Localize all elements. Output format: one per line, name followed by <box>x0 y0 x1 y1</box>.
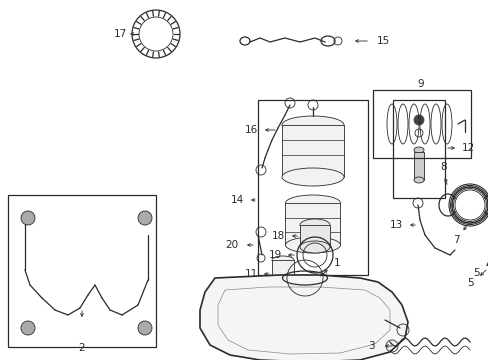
Ellipse shape <box>282 168 343 186</box>
Text: 18: 18 <box>271 231 284 241</box>
Bar <box>282 125 343 177</box>
Ellipse shape <box>299 219 329 231</box>
Ellipse shape <box>282 116 343 134</box>
Circle shape <box>138 321 152 335</box>
Text: 5: 5 <box>473 268 479 278</box>
Text: 2: 2 <box>79 343 85 353</box>
Bar <box>299 225 329 247</box>
Bar <box>413 152 423 180</box>
Bar <box>8 195 156 347</box>
Text: 14: 14 <box>230 195 243 205</box>
Circle shape <box>21 321 35 335</box>
Text: 1: 1 <box>333 258 340 268</box>
Text: 20: 20 <box>225 240 238 250</box>
Text: 17: 17 <box>113 29 126 39</box>
Text: 3: 3 <box>367 341 373 351</box>
Ellipse shape <box>271 284 293 292</box>
Ellipse shape <box>413 177 423 183</box>
Ellipse shape <box>299 241 329 253</box>
Ellipse shape <box>413 147 423 153</box>
Text: 19: 19 <box>268 250 281 260</box>
Text: 7: 7 <box>452 235 458 245</box>
Bar <box>258 100 367 275</box>
Text: 12: 12 <box>461 143 474 153</box>
Text: 15: 15 <box>376 36 389 46</box>
Text: 11: 11 <box>244 269 257 279</box>
Circle shape <box>138 211 152 225</box>
Bar <box>285 203 339 245</box>
Bar <box>392 100 444 198</box>
Text: 13: 13 <box>388 220 402 230</box>
Text: 8: 8 <box>440 162 447 172</box>
Bar <box>372 90 470 158</box>
Text: 16: 16 <box>244 125 257 135</box>
Text: 5: 5 <box>467 278 473 288</box>
Circle shape <box>21 211 35 225</box>
Ellipse shape <box>285 195 340 211</box>
Text: 9: 9 <box>417 79 424 89</box>
Bar <box>271 260 293 288</box>
Polygon shape <box>200 275 407 360</box>
Circle shape <box>413 115 423 125</box>
Ellipse shape <box>285 237 340 253</box>
Ellipse shape <box>271 256 293 264</box>
